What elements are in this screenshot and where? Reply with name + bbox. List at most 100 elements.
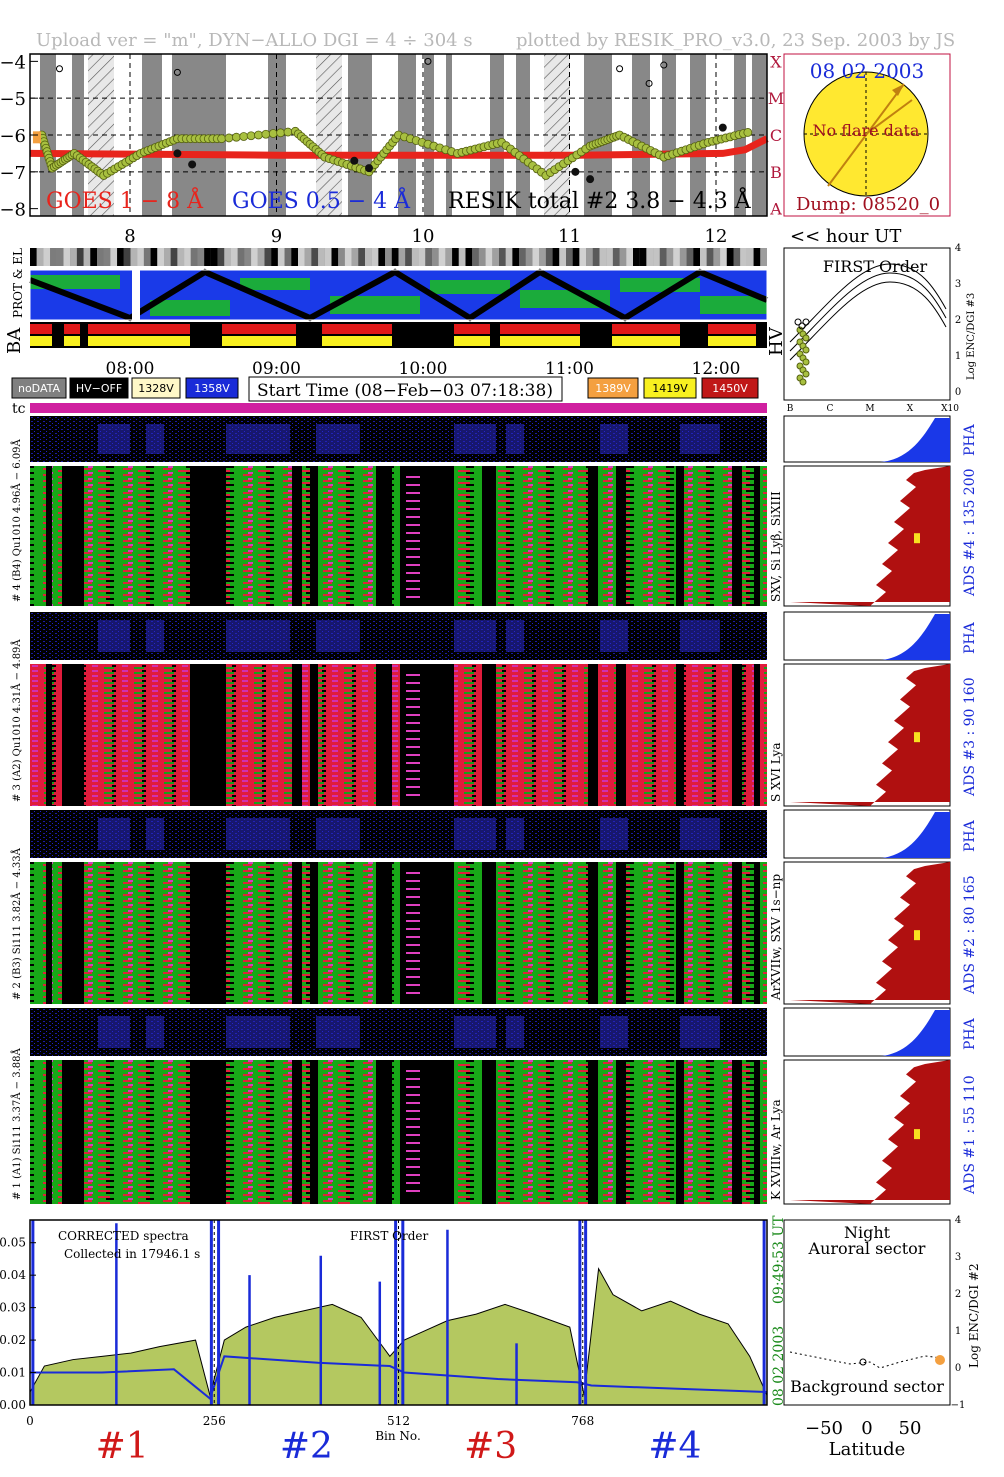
prot-strip-cell [432, 248, 439, 266]
channel-4: # 4 (B4) Qu1010 4.96Å − 6.09Å SXV, Si Lyβ… [11, 415, 978, 607]
latitude-point-spacecraft [935, 1355, 945, 1365]
spectrum-blue-line [30, 1355, 768, 1401]
sun-message: No flare data [813, 121, 920, 140]
channel-magenta-marker [406, 1102, 420, 1104]
flare-class-label: C [770, 126, 782, 145]
channel-gap [754, 466, 760, 606]
channel-magenta-marker [406, 786, 420, 788]
channel-gap [62, 466, 84, 606]
channel-noise-strip [30, 416, 767, 462]
prot-strip-cell [445, 248, 453, 266]
prot-strip-cell [338, 248, 345, 266]
prot-strip-cell [411, 248, 419, 266]
channel-magenta-marker [406, 556, 420, 558]
channel-magenta-marker [406, 762, 420, 764]
channel-magenta-marker [406, 952, 420, 954]
channel-noise-band [506, 818, 524, 850]
latitude-x-tick: 0 [861, 1418, 872, 1439]
resik-dark-point [173, 149, 182, 158]
first-order-y-tick: 1 [955, 351, 961, 362]
prot-strip-cell [251, 248, 258, 266]
ba-segment-top [708, 324, 756, 334]
orbit-aurora-patch [700, 296, 767, 314]
prot-strip-cell [157, 248, 164, 266]
latitude-y-tick: −1 [951, 1400, 966, 1411]
channel-magenta-marker [406, 770, 420, 772]
channel-noise-band [98, 1016, 130, 1048]
prot-strip-cell [572, 248, 580, 266]
spectrum-y-tick-label: 0.03 [0, 1301, 26, 1315]
prot-strip-segments [30, 248, 767, 266]
channel-noise-band [316, 424, 360, 454]
channel-noise-band [226, 424, 290, 454]
channel-gap [292, 466, 302, 606]
first-order-x-tick: X10 [941, 404, 959, 414]
resik-dark-point [571, 167, 580, 176]
prot-strip-cell [425, 248, 432, 266]
channel-gap [588, 1060, 598, 1204]
first-order-curve [789, 281, 947, 361]
time-tick-label: 12:00 [692, 359, 741, 379]
prot-strip-cell [30, 248, 37, 266]
resik-open-point [645, 79, 653, 87]
channel-gap [310, 466, 318, 606]
first-order-frame [783, 247, 951, 401]
channel-gap [616, 862, 626, 1004]
channel-magenta-marker [406, 888, 420, 890]
time-tick-label: 09:00 [252, 359, 301, 379]
voltage-legend-label: 1419V [652, 382, 688, 395]
channel-noise-band [316, 1016, 360, 1048]
channel-noise-band [316, 620, 360, 652]
channel-noise-band [454, 1016, 496, 1048]
prot-strip-cell [304, 248, 312, 266]
prot-strip-cell [559, 248, 566, 266]
channel-gap [292, 862, 302, 1004]
channel-noise-band [680, 1016, 720, 1048]
channel-magenta-marker [406, 1158, 420, 1160]
voltage-legend-label: 1389V [595, 382, 631, 395]
sun-rotation-axis [827, 83, 905, 187]
prot-strip-cell [438, 248, 446, 266]
prot-strip-cell [626, 248, 633, 266]
ads-histogram [790, 466, 950, 606]
channel-spectrogram [30, 1060, 767, 1204]
channel-gap [616, 664, 626, 806]
channel-gap [400, 1060, 454, 1204]
prot-strip-cell [740, 248, 747, 266]
prot-strip-cell [539, 248, 546, 266]
channel-gap [616, 466, 626, 606]
channel-magenta-marker [406, 968, 420, 970]
channel-gap [310, 664, 318, 806]
prot-strip-cell [458, 248, 466, 266]
ba-segment-bottom [88, 336, 190, 346]
spectrum-side-time: 09:49:53 UT [771, 1215, 787, 1304]
channel-noise-band [506, 424, 524, 454]
channel-magenta-marker [406, 1118, 420, 1120]
prot-strip-cell [90, 248, 97, 266]
spectrum-y-tick-label: 0.04 [0, 1268, 26, 1282]
goes-y-tick-label: −6 [0, 126, 26, 147]
channel-gap [292, 1060, 302, 1204]
prot-strip-cell [344, 248, 352, 266]
latitude-title-auroral: Auroral sector [808, 1239, 926, 1258]
prot-strip-cell [231, 248, 238, 266]
resik-open-point [424, 57, 432, 65]
prot-strip-cell [492, 248, 499, 266]
prot-strip-cell [197, 248, 205, 266]
spectrum-corrected-label: CORRECTED spectra [58, 1229, 189, 1243]
channel-gap [46, 664, 52, 806]
channel-noise-band [600, 1016, 628, 1048]
resik-point [254, 130, 263, 140]
prot-strip-cell [257, 248, 265, 266]
channel-gap [376, 466, 392, 606]
ba-segment-bottom [454, 336, 490, 346]
prot-strip-cell [244, 248, 252, 266]
resik-orange-marker [32, 131, 41, 144]
channel-magenta-marker [406, 484, 420, 486]
channel-label: # 2 (B3) Si111 3.82Å − 4.33Å [11, 847, 23, 1000]
header-right: plotted by RESIK_PRO_v3.0, 23 Sep. 2003 … [516, 30, 955, 51]
channel-noise-band [226, 818, 290, 850]
sun-orbit-vector [865, 99, 913, 135]
spectrum-y-ticks: 0.00 0.01 0.02 0.03 0.04 0.05 [0, 1236, 36, 1412]
